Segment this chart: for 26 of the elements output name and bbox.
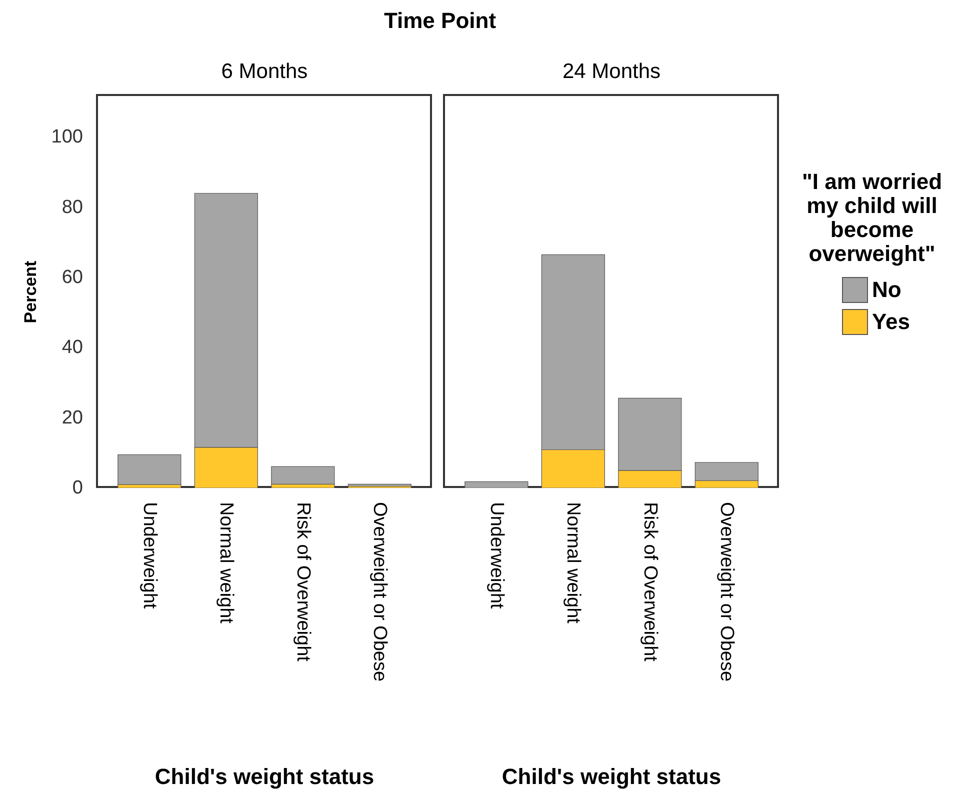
- x-axis-title: Child's weight status: [154, 764, 376, 790]
- x-tick-label: Normal weight: [562, 502, 584, 624]
- x-tick-label: Risk of Overweight: [639, 502, 660, 662]
- chart-subtitle: 24 Months: [561, 60, 662, 84]
- y-tick-label: 60: [62, 266, 83, 288]
- chart-subtitle: 6 Months: [220, 60, 309, 84]
- x-tick-label: Normal weight: [216, 502, 237, 624]
- legend-label: No: [872, 277, 902, 303]
- x-tick-label: Underweight: [486, 502, 507, 610]
- bar: [271, 466, 335, 484]
- legend-label: Yes: [872, 309, 910, 335]
- x-axis-title: Child's weight status: [500, 764, 722, 790]
- legend-title: "I am worried my child will become overweight": [800, 169, 944, 266]
- bar: [118, 454, 182, 485]
- y-tick-label: 100: [51, 126, 83, 148]
- y-tick-label: 20: [62, 407, 83, 428]
- bar: [464, 481, 528, 488]
- x-tick-label: Risk of Overweight: [292, 502, 314, 662]
- chart-title: Time Point: [382, 8, 498, 34]
- y-tick-label: 80: [62, 196, 83, 218]
- y-tick-label: 0: [72, 478, 83, 498]
- x-tick-label: Overweight or Obese: [716, 502, 738, 682]
- x-tick-label: Underweight: [138, 502, 160, 610]
- y-axis-title: Percent: [21, 260, 41, 324]
- y-tick-label: 40: [62, 337, 83, 358]
- x-tick-label: Overweight or Obese: [369, 502, 390, 682]
